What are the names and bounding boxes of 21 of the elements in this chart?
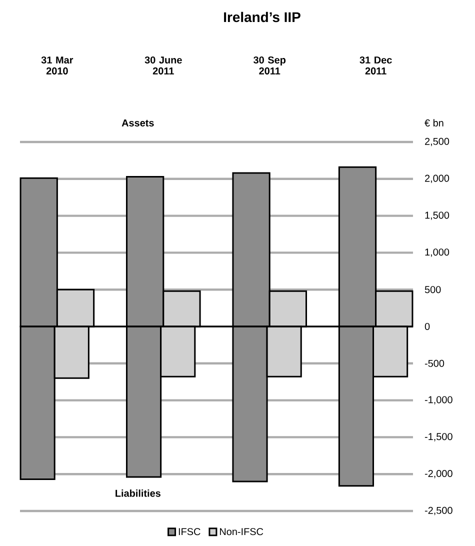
annotation: Liabilities	[116, 490, 160, 497]
y-tick-label: -500	[424, 360, 444, 367]
x-tick-label: 31 Mar 2010	[41, 56, 74, 74]
y-tick-label: 1,500	[425, 212, 450, 220]
chart-title: Ireland’s IIP	[224, 12, 300, 22]
text: Assets	[122, 120, 154, 126]
x-tick-label: 31 Dec 2011	[360, 56, 392, 74]
y-tick-label: -2,500	[424, 506, 452, 516]
x-tick-label: 30 Sep 2011	[254, 56, 286, 74]
y-axis-title: € bn	[424, 119, 444, 126]
y-tick-label: 0	[424, 322, 430, 330]
y-tick-label: 2,500	[425, 138, 450, 146]
y-tick-label: 2,000	[425, 174, 450, 184]
y-tick-label: 500	[424, 286, 441, 294]
legend-label: IFSC	[178, 528, 200, 536]
legend-label: Non-IFSC	[220, 528, 264, 536]
y-tick-label: -1,500	[424, 433, 452, 442]
y-tick-label: -2,000	[424, 470, 452, 478]
y-tick-label: 1,000	[425, 248, 450, 257]
y-tick-label: -1,000	[424, 396, 452, 404]
x-tick-label: 30 June 2011	[144, 56, 182, 74]
